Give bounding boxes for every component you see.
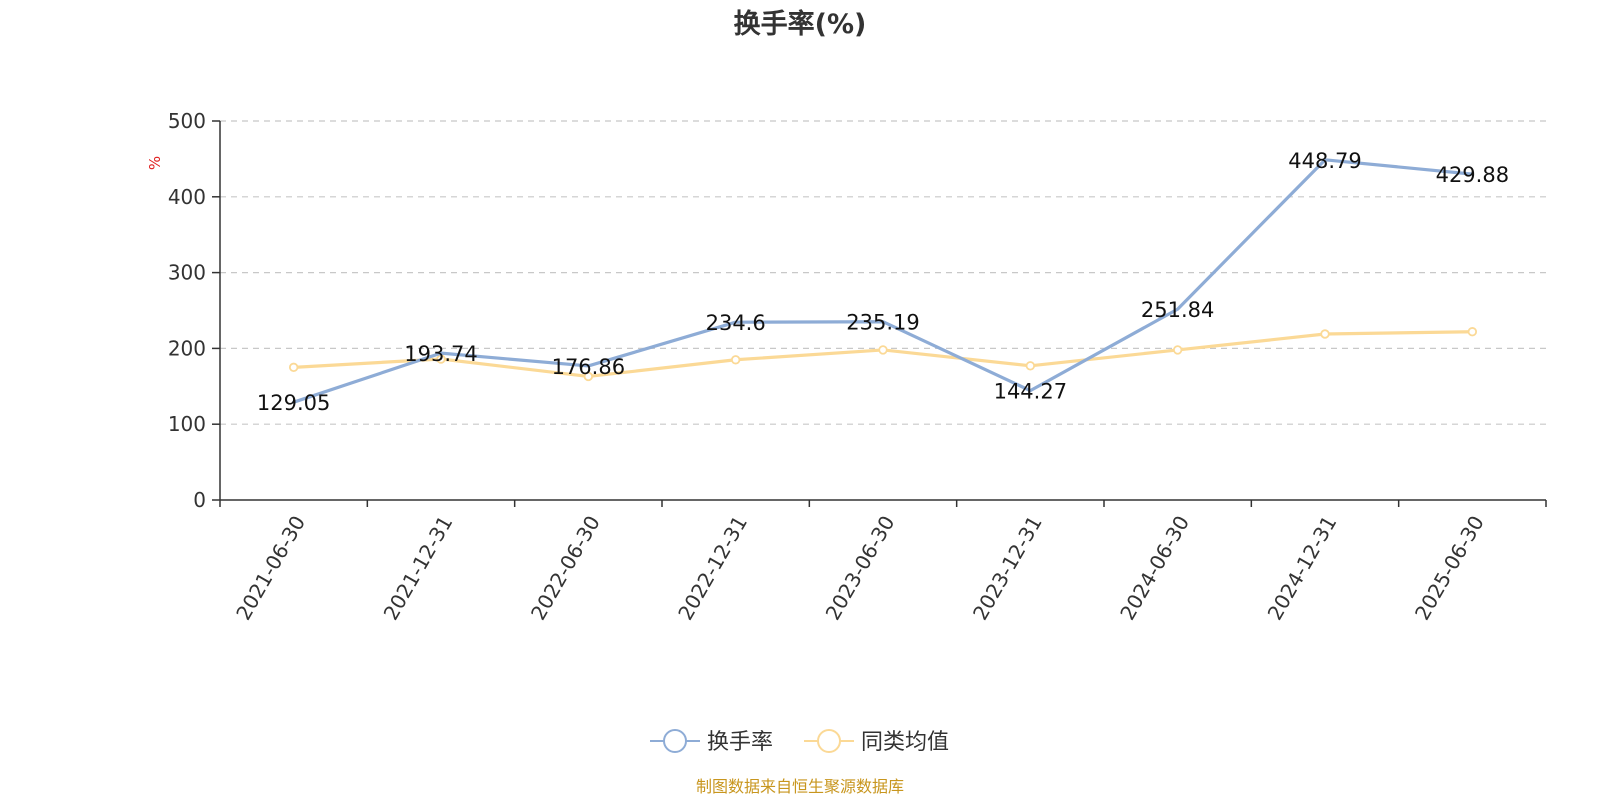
data-label: 448.79: [1288, 149, 1361, 173]
y-tick-label: 500: [168, 109, 206, 133]
series-point: [1172, 345, 1183, 355]
series-point: [288, 362, 299, 373]
x-tick-label: 2024-12-31: [1263, 512, 1342, 625]
x-tick-label: 2021-12-31: [379, 512, 458, 625]
series-point: [1320, 329, 1330, 339]
data-label: 193.74: [404, 342, 477, 366]
data-label: 235.19: [846, 311, 919, 335]
data-label: 429.88: [1436, 163, 1509, 187]
y-tick-label: 0: [193, 488, 206, 512]
legend-label: 换手率: [707, 730, 773, 755]
series-line-0: [292, 158, 1474, 404]
data-label: 129.05: [257, 391, 330, 415]
series-point: [1467, 327, 1478, 337]
x-tick-label: 2022-12-31: [673, 512, 752, 625]
chart-title: 换手率(%): [734, 8, 867, 40]
series-point: [878, 345, 888, 355]
x-tick-label: 2024-06-30: [1115, 512, 1194, 625]
x-tick-label: 2022-06-30: [526, 512, 605, 625]
grid-lines: [220, 120, 1546, 425]
x-tick-label: 2023-06-30: [821, 512, 900, 625]
series-point: [1025, 361, 1036, 371]
series-lines: [288, 158, 1478, 404]
data-label: 144.27: [994, 380, 1067, 404]
y-tick-label: 200: [168, 336, 206, 360]
data-source-note: 制图数据来自恒生聚源数据库: [696, 777, 904, 796]
y-tick-label: 400: [168, 185, 206, 209]
legend-item-1[interactable]: 同类均值: [804, 729, 949, 755]
legend-circle-marker: [663, 729, 687, 753]
y-tick-label: 100: [168, 412, 206, 436]
x-tick-label: 2021-06-30: [231, 512, 310, 625]
legend: 换手率 同类均值: [650, 729, 949, 755]
y-axis-unit-label: %: [146, 156, 164, 170]
legend-circle-marker: [817, 729, 841, 753]
y-tick-label: 300: [168, 261, 206, 285]
legend-label: 同类均值: [861, 730, 949, 755]
data-label: 251.84: [1141, 298, 1214, 322]
x-tick-label: 2025-06-30: [1410, 512, 1489, 625]
series-point: [436, 354, 446, 364]
data-labels: 129.05 193.74 176.86 234.6 235.19 144.27 251.8…: [257, 149, 1509, 415]
series-point: [730, 355, 741, 365]
data-label: 176.86: [552, 355, 625, 379]
series-point: [583, 371, 594, 382]
axes: 0 100 200 300 400 500 2021-06-30 2021-12-31 2022…: [168, 109, 1547, 625]
data-label: 234.6: [706, 311, 766, 335]
legend-item-0[interactable]: 换手率: [650, 729, 773, 755]
x-tick-label: 2023-12-31: [968, 512, 1047, 625]
